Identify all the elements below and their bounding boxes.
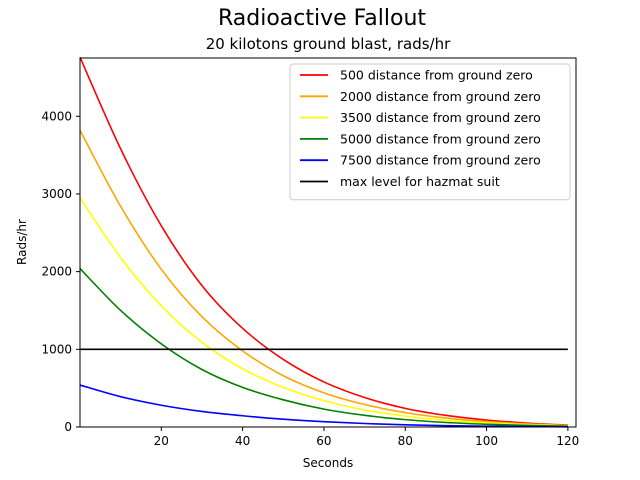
legend-entry: 7500 distance from ground zero (340, 153, 541, 168)
y-tick-label: 0 (64, 420, 72, 434)
series-line-5 (79, 384, 568, 428)
series-line-2 (79, 129, 568, 427)
legend-box (289, 63, 571, 201)
series-line-3 (79, 197, 568, 427)
y-tick-label: 4000 (41, 109, 72, 123)
series-line-4 (79, 267, 568, 428)
x-axis: 20 40 60 80 100 120 (154, 427, 579, 448)
y-tick-label: 1000 (41, 342, 72, 356)
legend-entry: 3500 distance from ground zero (340, 110, 541, 125)
x-axis-label: Seconds (303, 456, 353, 470)
plot-frame (79, 57, 577, 428)
y-tick-label: 2000 (41, 265, 72, 279)
x-tick-label: 80 (398, 434, 413, 448)
x-tick-label: 40 (235, 434, 250, 448)
x-tick-label: 100 (475, 434, 498, 448)
series-line-1 (79, 56, 568, 426)
legend-entry: 500 distance from ground zero (340, 68, 533, 83)
legend-entry: 5000 distance from ground zero (340, 131, 541, 146)
chart-subtitle: 20 kilotons ground blast, rads/hr (206, 35, 451, 53)
x-tick-label: 60 (316, 434, 331, 448)
legend-entry: 2000 distance from ground zero (340, 89, 541, 104)
legend: 500 distance from ground zero 2000 distan… (289, 63, 571, 201)
legend-entry: max level for hazmat suit (340, 174, 500, 189)
y-axis-label: Rads/hr (15, 219, 29, 265)
y-axis: 0 1000 2000 3000 4000 (41, 109, 80, 434)
y-tick-label: 3000 (41, 187, 72, 201)
x-tick-label: 120 (556, 434, 579, 448)
chart-title: Radioactive Fallout (218, 6, 426, 31)
plot-lines (79, 56, 568, 428)
x-tick-label: 20 (154, 434, 169, 448)
